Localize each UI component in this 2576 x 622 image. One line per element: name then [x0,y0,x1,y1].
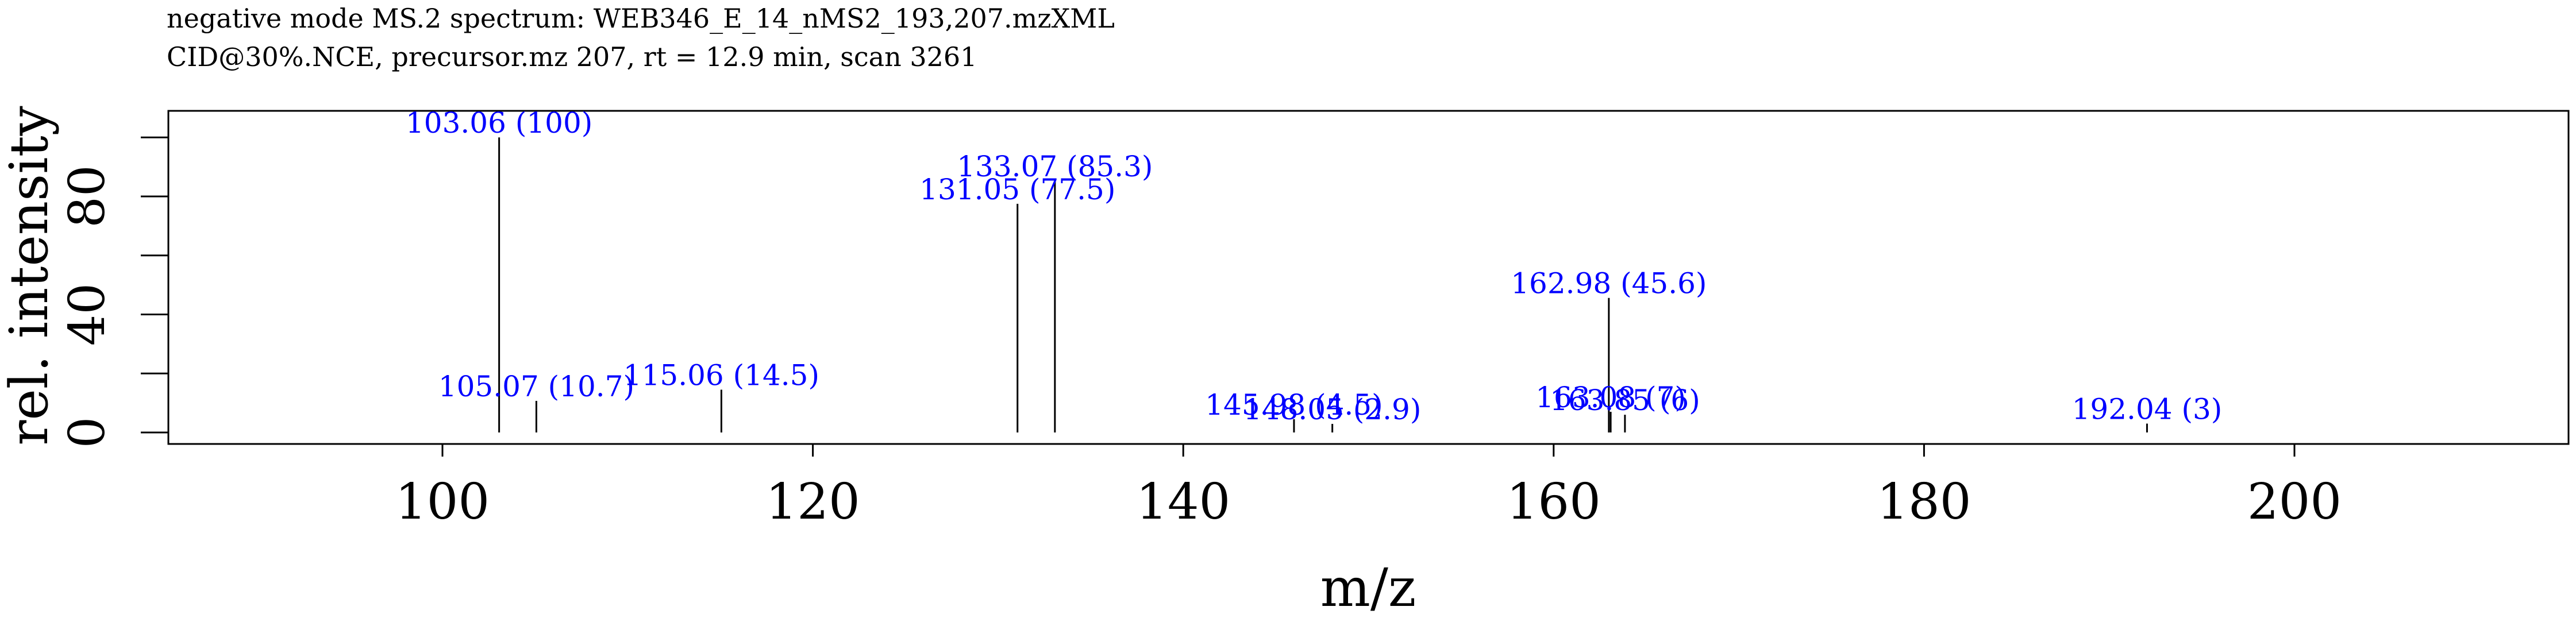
x-tick-label: 160 [1507,473,1601,531]
x-tick-label: 200 [2247,473,2342,531]
x-tick-label: 180 [1877,473,1971,531]
y-axis-label: rel. intensity [0,106,60,445]
peak-labels-group: 103.06 (100) 105.07 (10.7)115.06 (14.5) 13… [406,106,2222,426]
peaks-group [498,137,2148,432]
peak-label: 105.07 (10.7) [438,370,634,403]
peak-label: 103.06 (100) [406,106,592,140]
peak-label: 192.04 (3) [2072,393,2223,426]
peak-label: 162.98 (45.6) [1511,267,1707,300]
chart-title-line-1: negative mode MS.2 spectrum: WEB346_E_14… [167,3,1115,34]
x-tick-label: 140 [1136,473,1230,531]
y-tick-label: 40 [59,283,116,346]
x-tick-label: 120 [766,473,860,531]
peak-label: 131.05 (77.5) [919,173,1115,206]
peak-label: 148.05 (2.9) [1243,393,1421,426]
y-axis: 0 40 80 [59,136,170,449]
y-tick-label: 0 [59,417,116,449]
chart-title-line-2: CID@30%.NCE, precursor.mz 207, rt = 12.9… [167,41,977,72]
peak-label: 163.85 (6) [1550,384,1700,417]
x-tick-label: 100 [395,473,490,531]
y-tick-label: 80 [59,165,116,227]
peak-label: 163.08 (7) [1535,381,1686,414]
peak-label: 145.98 (4.5) [1205,388,1383,422]
x-axis-label: m/z [1320,557,1416,619]
peak-label: 115.06 (14.5) [623,358,819,392]
peak-label: 133.07 (85.3) [957,150,1153,183]
x-axis: 100 120 140 160 180 200 [395,443,2342,531]
